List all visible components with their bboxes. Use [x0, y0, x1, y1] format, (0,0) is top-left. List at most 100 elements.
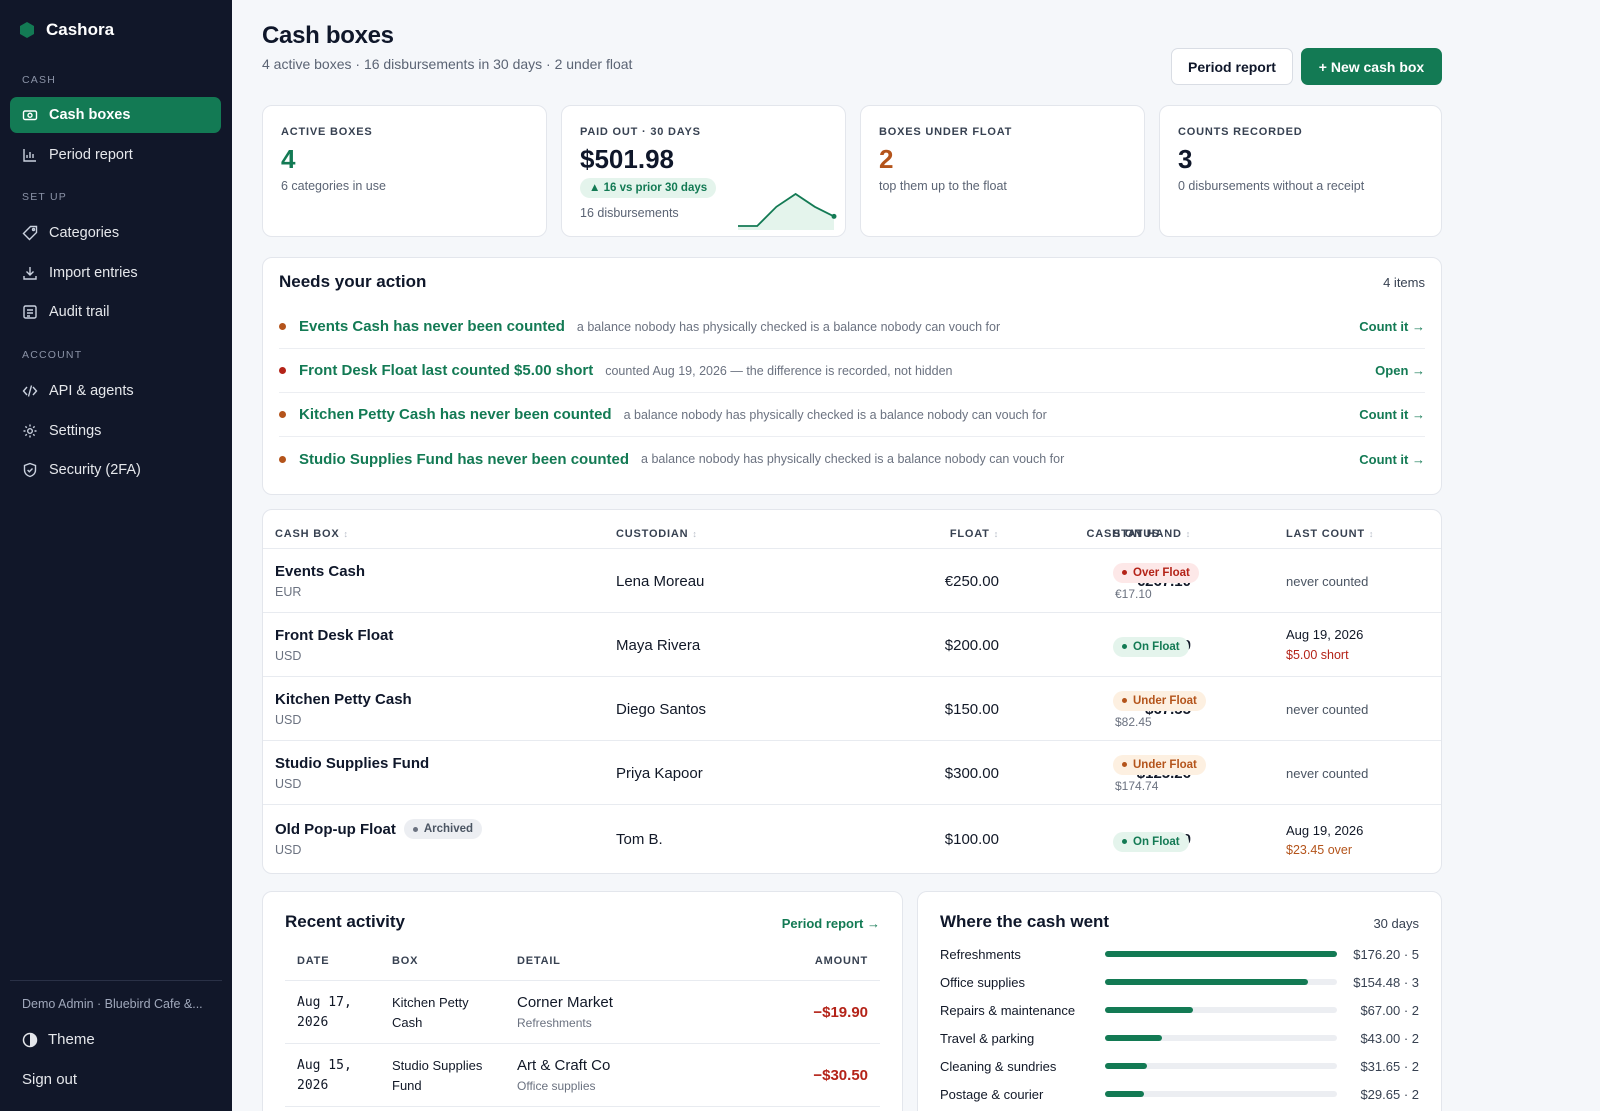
sort-icon: ↕ [993, 529, 999, 539]
last-count-difference: $23.45 over [1286, 843, 1353, 857]
col-header-last-count[interactable]: LAST COUNT ↕ [1286, 528, 1375, 540]
last-count: never counted [1286, 766, 1369, 781]
col-header-float[interactable]: FLOAT ↕ [949, 528, 999, 540]
category-value: $31.65 · 2 [1360, 1058, 1419, 1074]
sparkline-area [738, 194, 834, 230]
col-header-status[interactable]: STATUS ↕ [1113, 528, 1170, 540]
float-amount: $150.00 [944, 701, 999, 718]
status-difference: €17.10 [1115, 587, 1152, 601]
box-currency: EUR [275, 585, 302, 599]
sort-icon: ↕ [1164, 529, 1170, 539]
stat-note: 0 disbursements without a receipt [1178, 179, 1365, 193]
sidebar-item-api-agents[interactable]: API & agents [10, 373, 221, 409]
sidebar-item-settings[interactable]: Settings [10, 413, 221, 449]
stat-card-under-float: BOXES UNDER FLOAT 2 top them up to the f… [860, 105, 1145, 237]
period-report-link[interactable]: Period report → [781, 916, 880, 931]
activity-amount: −$19.90 [813, 1004, 868, 1021]
sign-out-link[interactable]: Sign out [22, 1071, 77, 1088]
box-name[interactable]: Kitchen Petty Cash [275, 691, 412, 708]
stat-card-paid-out: PAID OUT · 30 DAYS $501.98 ▲ 16 vs prior… [561, 105, 846, 237]
sparkline-end-point [831, 213, 837, 219]
category-value: $43.00 · 2 [1360, 1030, 1419, 1046]
needs-action-title: Needs your action [279, 272, 427, 291]
category-bar-track [1105, 951, 1337, 957]
sidebar-item-categories[interactable]: Categories [10, 215, 221, 251]
action-item[interactable]: Studio Supplies Fund has never been coun… [279, 437, 1425, 481]
box-currency: USD [275, 843, 302, 857]
download-icon [23, 267, 37, 280]
sort-icon: ↕ [1185, 529, 1191, 539]
recent-activity-card: Recent activity Period report → DATE BOX… [262, 891, 903, 1111]
table-divider [285, 1106, 880, 1107]
action-link[interactable]: Count it → [1359, 451, 1425, 467]
category-name: Postage & courier [940, 1086, 1044, 1102]
sparkline-line [738, 192, 835, 227]
stat-label: COUNTS RECORDED [1178, 126, 1303, 138]
sidebar-item-label: Security (2FA) [49, 462, 141, 478]
action-item[interactable]: Kitchen Petty Cash has never been counte… [279, 393, 1425, 437]
activity-payee: Art & Craft Co [517, 1057, 611, 1074]
box-currency: USD [275, 713, 302, 727]
category-name: Cleaning & sundries [940, 1058, 1057, 1074]
box-name[interactable]: Events Cash [275, 563, 366, 580]
sidebar-item-period-report[interactable]: Period report [10, 137, 221, 173]
activity-payee: Corner Market [517, 994, 613, 1011]
action-headline[interactable]: Front Desk Float last counted $5.00 shor… [299, 362, 594, 379]
box-name[interactable]: Front Desk Float [275, 627, 394, 644]
needs-action-card: Needs your action 4 items Events Cash ha… [262, 257, 1442, 495]
activity-amount: −$30.50 [813, 1067, 868, 1084]
last-count-difference: $5.00 short [1286, 648, 1349, 662]
archived-badge: Archived [403, 819, 483, 839]
status-dot [1122, 762, 1127, 767]
category-bar-track [1105, 1063, 1337, 1069]
list-icon [23, 305, 37, 319]
action-headline[interactable]: Events Cash has never been counted [299, 318, 565, 335]
paid-out-sparkline [738, 192, 837, 230]
action-item[interactable]: Events Cash has never been counted a bal… [279, 305, 1425, 349]
stat-card-active-boxes: ACTIVE BOXES 4 6 categories in use [262, 105, 547, 237]
float-amount: $200.00 [944, 637, 999, 654]
table-divider [285, 980, 880, 981]
theme-toggle[interactable]: Theme [22, 1031, 95, 1048]
brand[interactable]: Cashora [18, 20, 114, 40]
period-report-button[interactable]: Period report [1171, 48, 1293, 85]
sidebar-item-audit-trail[interactable]: Audit trail [10, 294, 221, 330]
custodian: Lena Moreau [616, 573, 705, 590]
warning-dot [279, 411, 286, 418]
sidebar-divider [10, 980, 222, 981]
sidebar-item-cash-boxes[interactable]: Cash boxes [10, 97, 221, 133]
col-header-custodian[interactable]: CUSTODIAN ↕ [616, 528, 698, 540]
new-cash-box-button[interactable]: + New cash box [1301, 48, 1442, 85]
box-currency: USD [275, 777, 302, 791]
float-amount: $100.00 [944, 831, 999, 848]
category-name: Travel & parking [940, 1030, 1035, 1046]
action-headline[interactable]: Kitchen Petty Cash has never been counte… [299, 406, 612, 423]
box-name[interactable]: Old Pop-up Float [275, 820, 396, 838]
box-name[interactable]: Studio Supplies Fund [275, 755, 430, 772]
action-link[interactable]: Open → [1375, 363, 1425, 378]
sort-icon: ↕ [692, 529, 698, 539]
status-difference: $174.74 [1115, 779, 1159, 793]
category-row: Repairs & maintenance $67.00 · 2 [940, 1000, 1419, 1020]
col-header-cash-box[interactable]: CASH BOX ↕ [275, 528, 349, 540]
sidebar-item-import-entries[interactable]: Import entries [10, 255, 221, 291]
last-count: never counted [1286, 574, 1369, 589]
sidebar: Cashora CASH Cash boxes Period report SE… [0, 0, 232, 1111]
col-header-cash-on-hand[interactable]: CASH ON HAND ↕ [1086, 528, 1191, 540]
category-row: Office supplies $154.48 · 3 [940, 972, 1419, 992]
action-link[interactable]: Count it → [1359, 319, 1425, 334]
sidebar-item-security[interactable]: Security (2FA) [10, 452, 221, 488]
period-label: 30 days [1373, 916, 1419, 931]
custodian: Diego Santos [616, 701, 707, 718]
category-bar [1105, 1007, 1194, 1013]
category-bar [1105, 951, 1337, 957]
action-item[interactable]: Front Desk Float last counted $5.00 shor… [279, 349, 1425, 393]
action-headline[interactable]: Studio Supplies Fund has never been coun… [299, 450, 630, 468]
box-name-group: Old Pop-up Float Archived [275, 819, 483, 839]
sidebar-item-label: Cash boxes [49, 107, 131, 123]
action-link[interactable]: Count it → [1359, 407, 1425, 422]
shield-icon [23, 462, 37, 478]
category-value: $67.00 · 2 [1360, 1002, 1419, 1018]
activity-box: Studio Supplies Fund [392, 1058, 483, 1093]
sidebar-item-label: Audit trail [49, 304, 110, 320]
